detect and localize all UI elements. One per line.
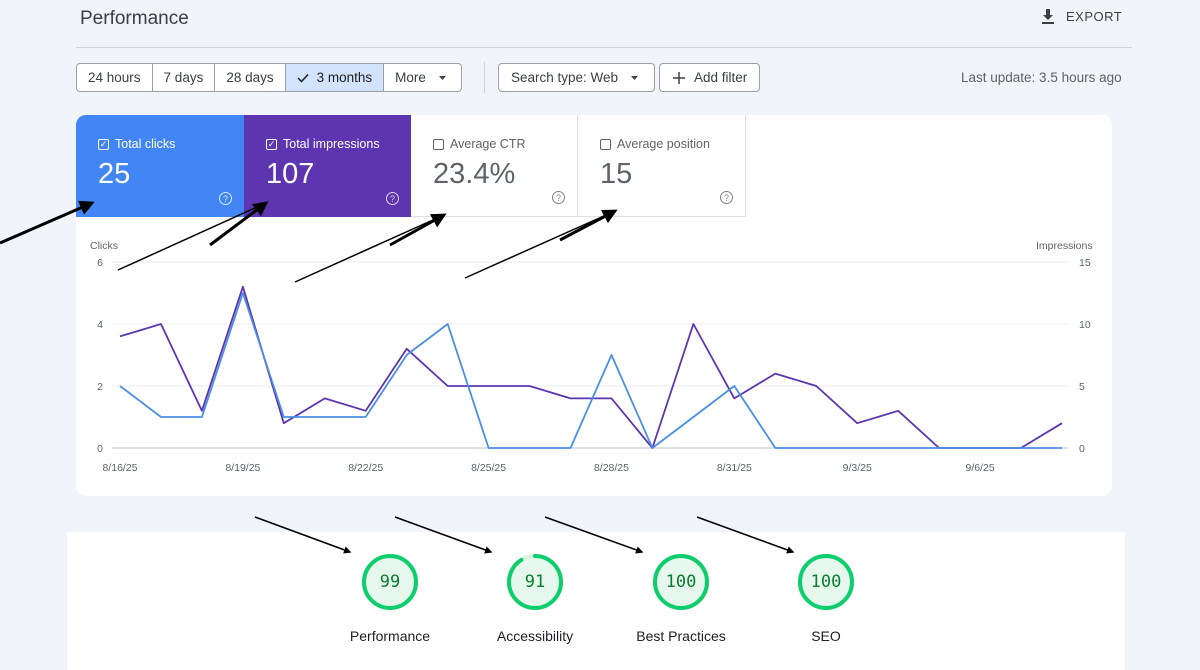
- range-28-days-button[interactable]: 28 days: [215, 64, 286, 91]
- gauge-score: 100: [810, 572, 842, 592]
- x-tick-label: 8/28/25: [594, 462, 629, 474]
- right-axis-title: Impressions: [1036, 240, 1093, 252]
- x-tick-label: 9/6/25: [965, 462, 994, 474]
- help-icon[interactable]: ?: [386, 192, 399, 205]
- add-filter-label: Add filter: [694, 70, 748, 85]
- left-axis-title: Clicks: [90, 240, 118, 252]
- metric-average-position[interactable]: Average position 15 ?: [578, 115, 746, 217]
- checkbox-unchecked-icon: [600, 138, 611, 150]
- range-label: 28 days: [226, 70, 274, 85]
- range-label: 24 hours: [88, 70, 141, 85]
- range-24-hours-button[interactable]: 24 hours: [77, 64, 153, 91]
- metric-label: Average CTR: [450, 137, 526, 151]
- gauge-label: SEO: [811, 628, 841, 644]
- lighthouse-gauge-performance[interactable]: 99: [360, 552, 420, 612]
- gauge-score: 99: [379, 572, 401, 592]
- last-update-text: Last update: 3.5 hours ago: [961, 70, 1122, 85]
- checkbox-unchecked-icon: [433, 138, 444, 150]
- gauge-label: Performance: [349, 628, 431, 644]
- check-icon: [297, 73, 309, 83]
- checkbox-checked-icon: ✓: [98, 138, 109, 150]
- checkbox-checked-icon: ✓: [266, 138, 277, 150]
- search-type-label: Search type: Web: [511, 70, 619, 85]
- lighthouse-gauge-accessibility[interactable]: 91: [505, 552, 565, 612]
- export-label: EXPORT: [1066, 9, 1123, 24]
- gauge-ring-icon: [507, 554, 563, 610]
- search-type-dropdown[interactable]: Search type: Web: [498, 63, 656, 92]
- gauge-ring-icon: [798, 554, 854, 610]
- page-title: Performance: [80, 8, 189, 29]
- metric-average-ctr[interactable]: Average CTR 23.4% ?: [411, 115, 578, 217]
- metric-value: 15: [600, 158, 633, 190]
- date-range-group: 24 hours 7 days 28 days 3 months More: [76, 63, 462, 92]
- x-tick-label: 8/16/25: [102, 462, 137, 474]
- lighthouse-gauge-best-practices[interactable]: 100: [651, 552, 711, 612]
- right-tick-label: 10: [1079, 319, 1091, 331]
- left-tick-label: 2: [97, 381, 103, 393]
- help-icon[interactable]: ?: [552, 191, 565, 204]
- range-3-months-button[interactable]: 3 months: [285, 64, 385, 91]
- right-tick-label: 0: [1079, 443, 1085, 455]
- x-tick-label: 8/19/25: [225, 462, 260, 474]
- download-icon: [1042, 9, 1054, 24]
- gauge-label: Accessibility: [496, 628, 574, 644]
- metric-value: 25: [98, 158, 131, 190]
- left-tick-label: 4: [97, 319, 103, 331]
- left-tick-label: 0: [97, 443, 103, 455]
- gauge-label: Best Practices: [636, 628, 726, 644]
- toolbar-separator: [484, 62, 485, 93]
- metric-value: 23.4%: [433, 158, 516, 190]
- export-button[interactable]: EXPORT: [1040, 8, 1122, 25]
- lighthouse-panel: [67, 532, 1125, 670]
- help-icon[interactable]: ?: [720, 191, 733, 204]
- add-filter-button[interactable]: Add filter: [659, 63, 761, 92]
- range-7-days-button[interactable]: 7 days: [153, 64, 216, 91]
- range-more-dropdown[interactable]: More: [384, 64, 461, 91]
- metric-total-impressions[interactable]: ✓ Total impressions 107 ?: [244, 115, 411, 217]
- metric-label: Total impressions: [283, 137, 380, 151]
- metric-value: 107: [266, 158, 315, 190]
- x-tick-label: 8/31/25: [717, 462, 752, 474]
- gauge-ring-icon: [362, 554, 418, 610]
- metric-label: Total clicks: [115, 137, 176, 151]
- gauge-score: 91: [524, 572, 546, 592]
- impressions-series-line[interactable]: [119, 285, 1063, 449]
- plus-icon: [673, 71, 685, 84]
- lighthouse-gauge-seo[interactable]: 100: [796, 552, 856, 612]
- x-tick-label: 8/22/25: [348, 462, 383, 474]
- metric-total-clicks[interactable]: ✓ Total clicks 25 ?: [76, 115, 244, 217]
- right-tick-label: 15: [1079, 257, 1091, 269]
- gauge-ring-icon: [653, 554, 709, 610]
- x-tick-label: 8/25/25: [471, 462, 506, 474]
- header-divider: [76, 47, 1132, 48]
- range-label: More: [395, 70, 426, 85]
- range-label: 7 days: [163, 70, 204, 85]
- caret-down-icon: [438, 75, 446, 80]
- right-tick-label: 5: [1079, 381, 1085, 393]
- metric-label: Average position: [617, 137, 710, 151]
- clicks-series-line[interactable]: [119, 292, 1062, 449]
- gauge-score: 100: [665, 572, 697, 592]
- caret-down-icon: [631, 75, 639, 80]
- left-tick-label: 6: [97, 257, 103, 269]
- x-tick-label: 9/3/25: [843, 462, 872, 474]
- range-label: 3 months: [316, 70, 373, 85]
